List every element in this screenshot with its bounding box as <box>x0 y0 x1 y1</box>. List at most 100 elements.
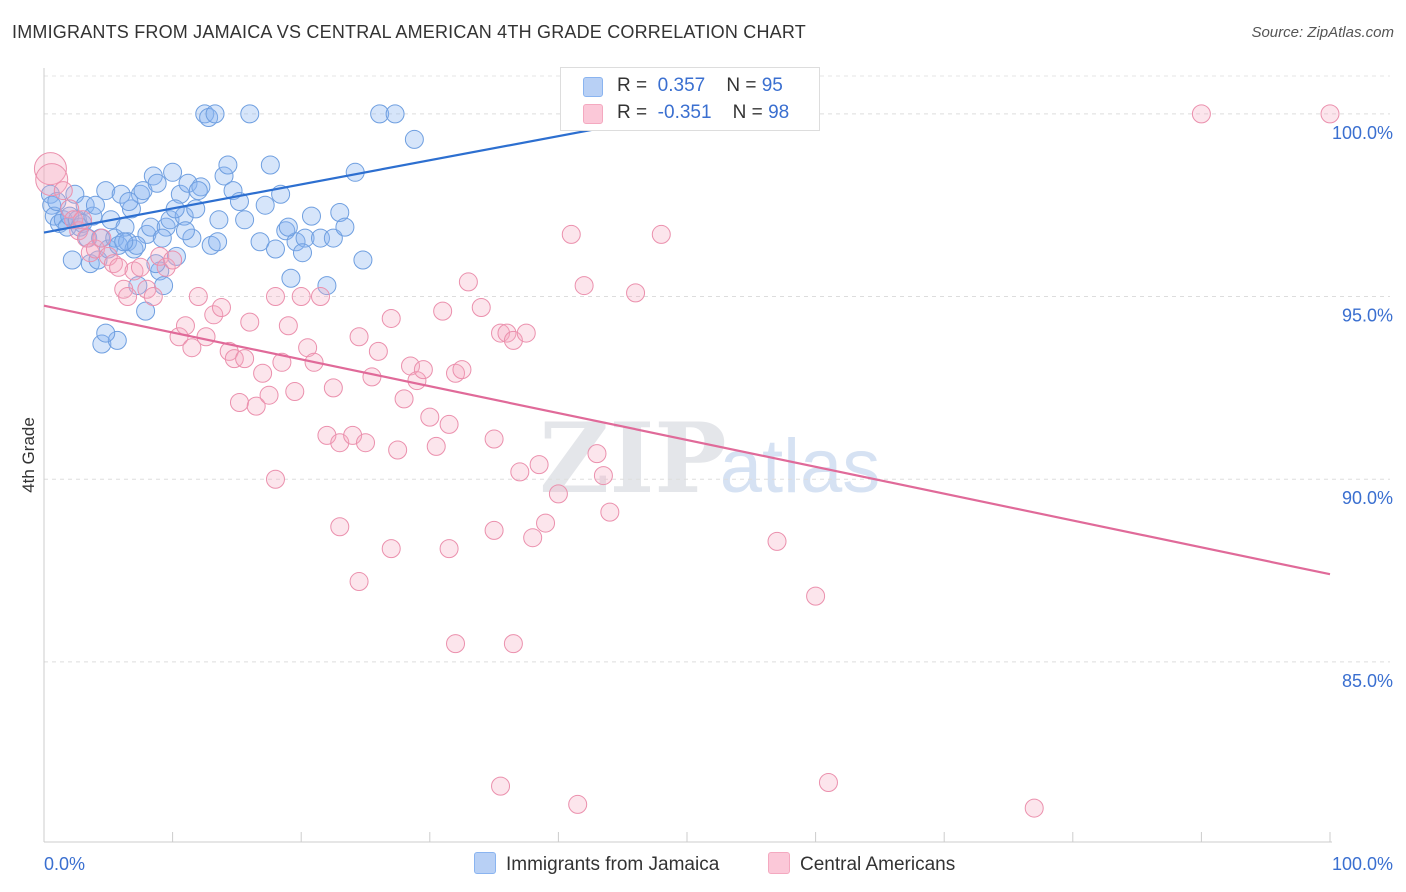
data-point <box>214 166 234 186</box>
data-point <box>278 316 298 336</box>
data-point <box>83 206 103 226</box>
data-point <box>292 243 312 263</box>
legend-r-label: R = <box>617 75 648 96</box>
bottom-legend-swatch-central <box>768 852 790 874</box>
legend-swatch-jamaica <box>583 77 603 97</box>
data-point <box>75 195 95 215</box>
data-point <box>136 301 156 321</box>
data-point <box>285 382 305 402</box>
data-point <box>335 217 355 237</box>
data-point <box>208 232 228 252</box>
data-point <box>147 173 167 193</box>
legend-n-label: N = <box>726 75 757 96</box>
data-point <box>253 363 273 383</box>
series-jamaica <box>40 104 424 354</box>
data-point <box>188 287 208 307</box>
bottom-legend-jamaica: Immigrants from Jamaica <box>474 852 719 876</box>
data-point <box>42 195 62 215</box>
data-point <box>651 224 671 244</box>
data-point <box>121 199 141 219</box>
data-point <box>127 235 147 255</box>
chart-title: IMMIGRANTS FROM JAMAICA VS CENTRAL AMERI… <box>12 22 806 42</box>
legend-swatch-central <box>583 104 603 124</box>
data-point <box>178 173 198 193</box>
data-point <box>260 155 280 175</box>
data-point <box>199 108 219 127</box>
data-point <box>317 276 337 296</box>
data-point <box>1024 798 1044 818</box>
data-point <box>568 794 588 814</box>
data-point <box>370 104 390 124</box>
data-point <box>163 250 183 270</box>
data-point <box>446 634 466 654</box>
data-point <box>413 360 433 380</box>
correlation-legend: R = 0.357 N = 95 R = -0.351 N = 98 <box>560 67 820 131</box>
data-point <box>118 287 138 307</box>
data-point <box>600 502 620 522</box>
y-tick-label: 90.0% <box>1342 488 1393 508</box>
data-point <box>767 531 787 551</box>
legend-r-label: R = <box>617 102 648 123</box>
data-point <box>626 283 646 303</box>
legend-n-value: 95 <box>761 75 783 96</box>
data-point <box>114 232 134 252</box>
data-point <box>1320 104 1340 124</box>
data-point <box>353 250 373 270</box>
data-point <box>510 462 530 482</box>
data-point <box>255 195 275 215</box>
y-tick-label: 100.0% <box>1332 123 1393 143</box>
data-point <box>523 528 543 548</box>
data-point <box>163 162 183 182</box>
data-point <box>259 385 279 405</box>
data-point <box>53 181 73 201</box>
data-point <box>201 235 221 255</box>
data-point <box>281 268 301 288</box>
data-point <box>439 414 459 434</box>
data-point <box>60 199 80 219</box>
data-point <box>92 334 112 354</box>
data-point <box>426 436 446 456</box>
data-point <box>368 341 388 361</box>
data-point <box>96 181 116 201</box>
data-point <box>458 272 478 292</box>
data-point <box>593 466 613 486</box>
data-point <box>35 163 69 197</box>
data-point <box>170 184 190 204</box>
data-point <box>265 239 285 259</box>
trend-line-central <box>43 304 1331 576</box>
legend-n-value: 98 <box>768 102 790 123</box>
x-tick-label: 0.0% <box>44 854 85 874</box>
data-point <box>92 228 112 248</box>
data-point <box>1191 104 1211 124</box>
data-point <box>150 246 170 266</box>
bottom-legend-label-central: Central Americans <box>800 854 956 875</box>
data-point <box>223 181 243 201</box>
data-point <box>235 210 255 230</box>
data-point <box>235 349 255 369</box>
data-point <box>265 469 285 489</box>
bottom-legend-swatch-jamaica <box>474 852 496 874</box>
data-point <box>218 155 238 175</box>
data-point <box>160 210 180 230</box>
data-point <box>381 308 401 328</box>
data-point <box>420 407 440 427</box>
data-point <box>196 327 216 347</box>
data-point <box>516 323 536 343</box>
data-point <box>195 104 215 124</box>
data-point <box>291 287 311 307</box>
data-point <box>250 232 270 252</box>
data-point <box>471 298 491 317</box>
data-point <box>191 177 211 197</box>
watermark-atlas: atlas <box>720 424 881 509</box>
bottom-legend-central: Central Americans <box>768 852 955 876</box>
data-point <box>209 210 229 230</box>
data-point <box>330 517 350 537</box>
data-point <box>349 572 369 592</box>
data-point <box>272 352 292 372</box>
watermark-zip: ZIP <box>539 402 726 515</box>
data-point <box>130 184 150 204</box>
data-point <box>278 217 298 237</box>
data-point <box>385 104 405 124</box>
data-point <box>381 539 401 559</box>
data-point <box>484 429 504 449</box>
